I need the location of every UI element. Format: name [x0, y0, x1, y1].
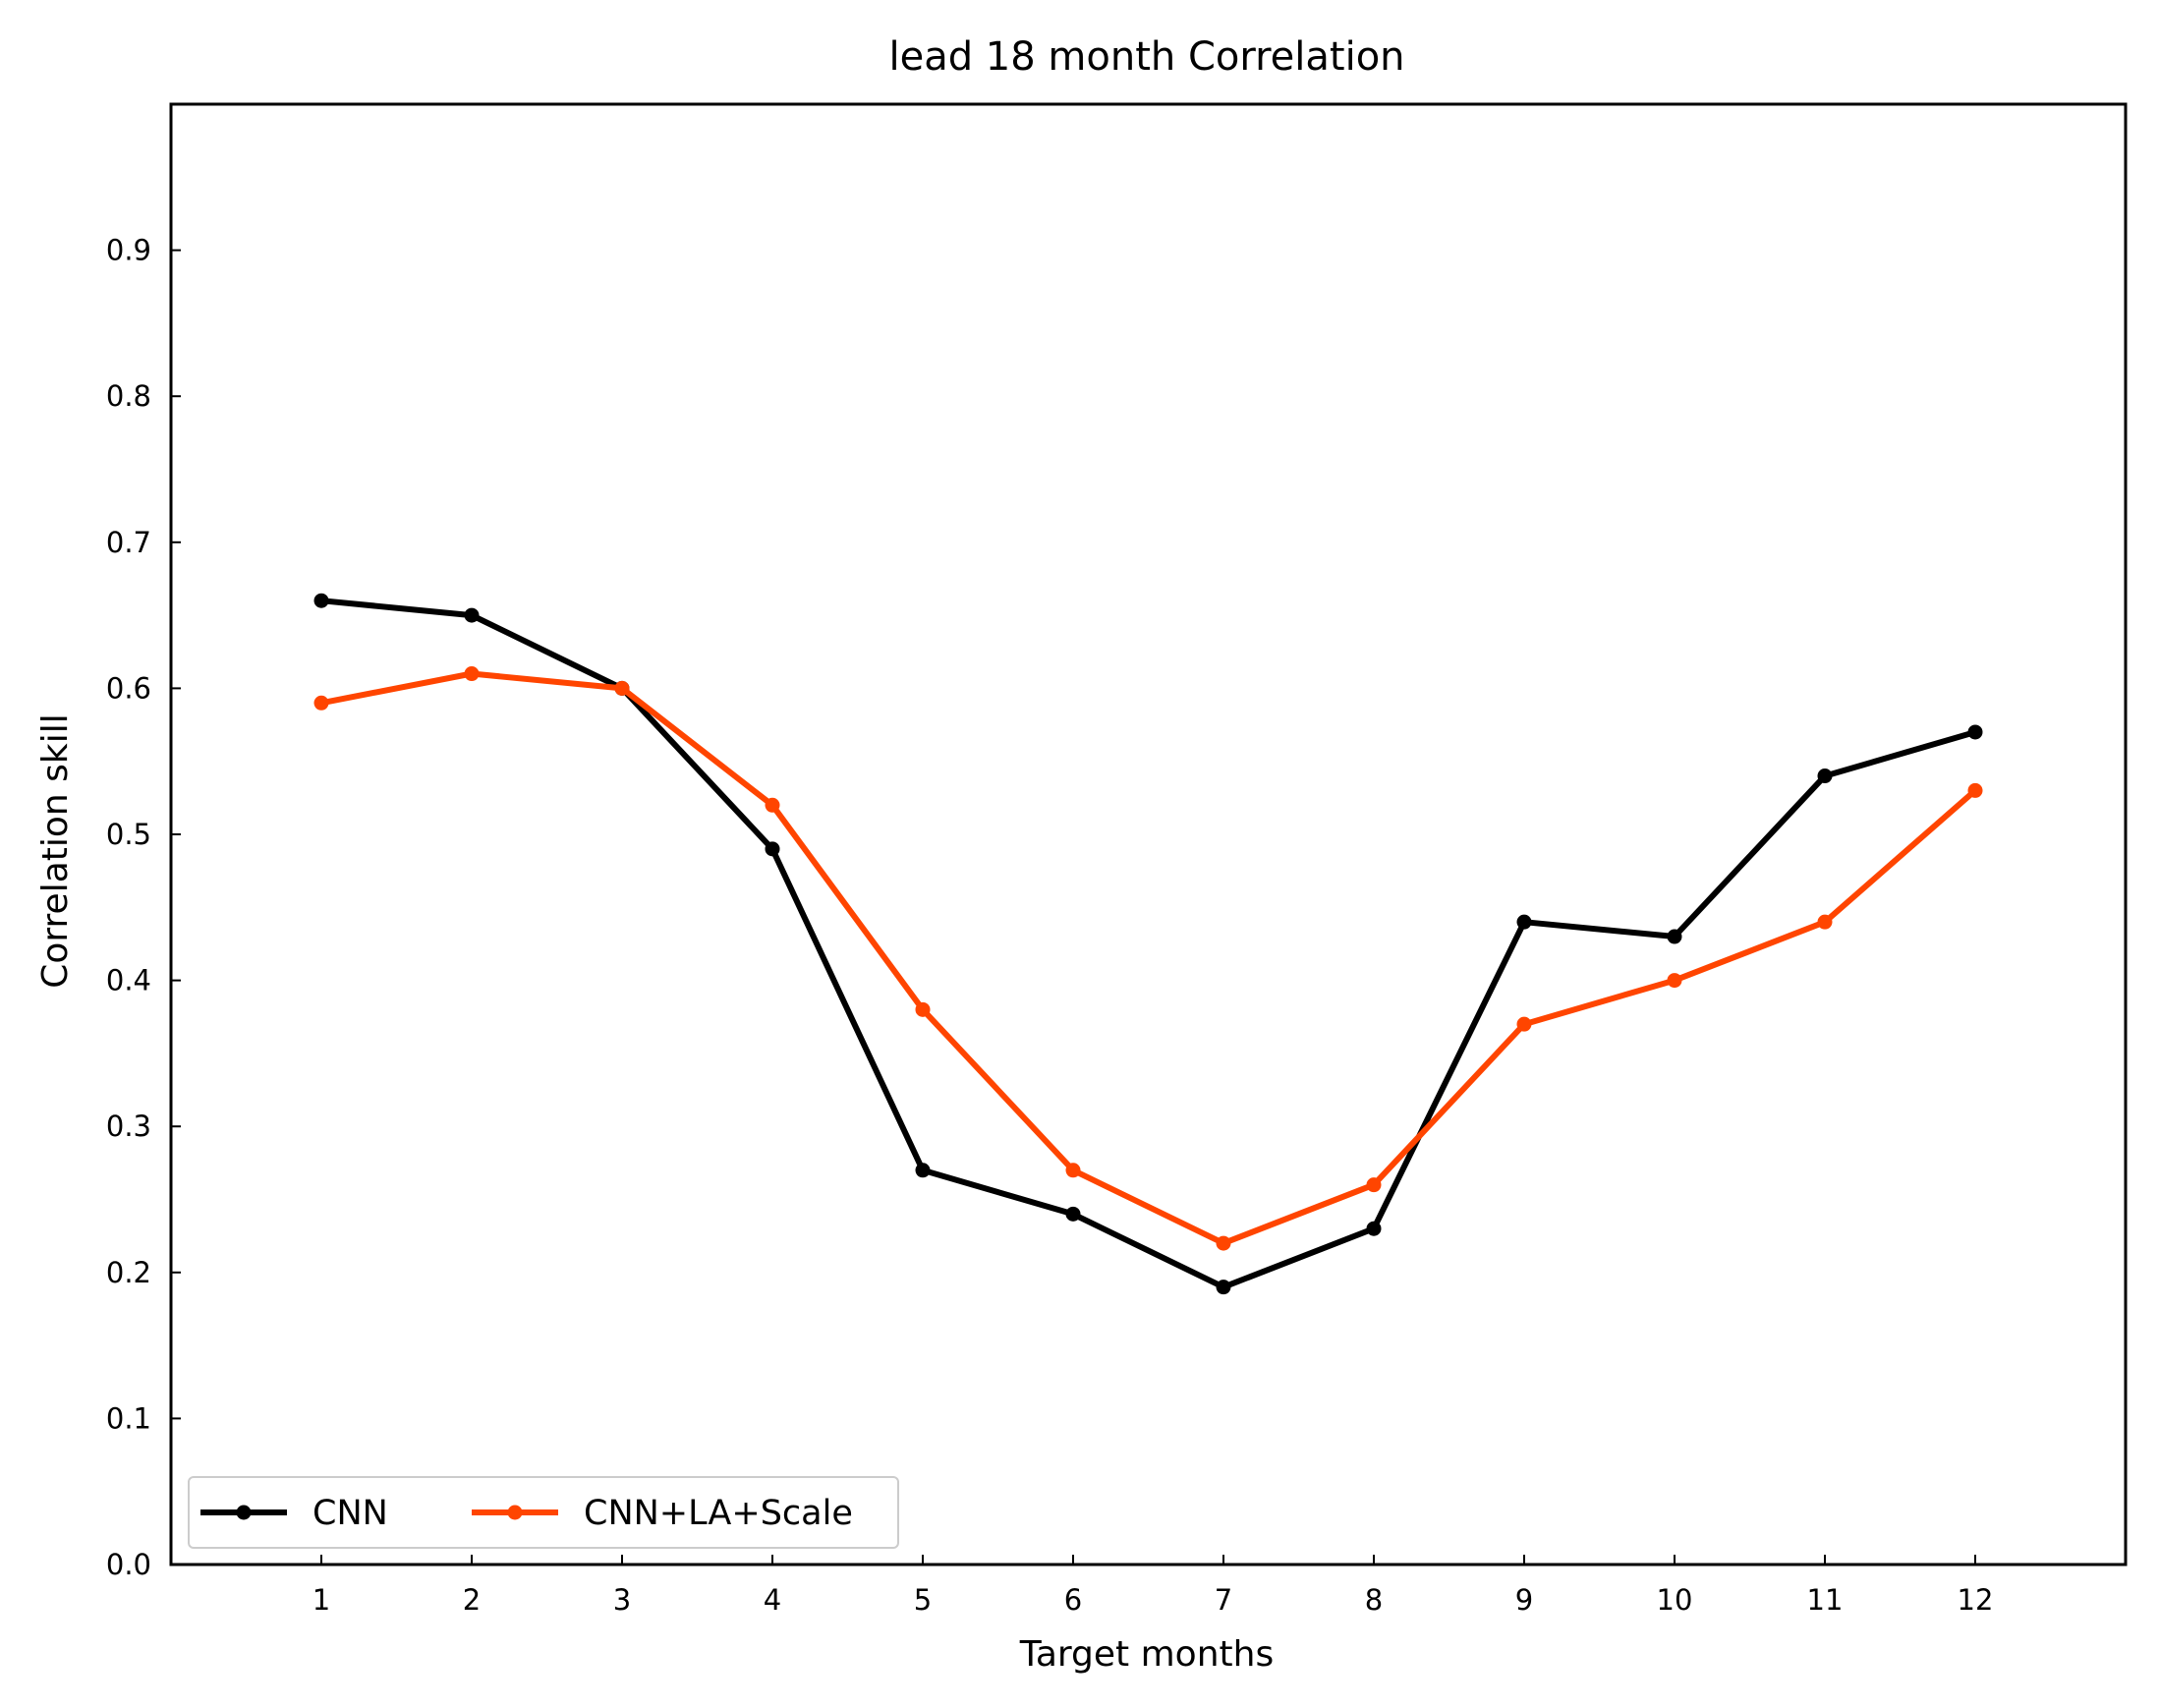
series-1-point: [313, 593, 329, 608]
series-1-point: [915, 1163, 931, 1178]
series-1-point: [464, 607, 480, 623]
x-tick-label: 5: [914, 1583, 932, 1617]
series-1-point: [765, 841, 780, 857]
series-1-point: [1667, 929, 1682, 944]
x-tick-label: 12: [1958, 1583, 1994, 1617]
legend-label-1: CNN: [312, 1494, 388, 1533]
x-tick-label: 1: [312, 1583, 330, 1617]
y-axis-label: Correlation skill: [35, 713, 76, 989]
y-tick-label: 0.8: [106, 379, 151, 413]
series-2-point: [915, 1001, 931, 1017]
series-1-point: [1817, 769, 1833, 784]
series-1-point: [1216, 1280, 1231, 1295]
series-2-point: [313, 695, 329, 711]
legend: CNN CNN+LA+Scale: [188, 1476, 899, 1549]
y-tick-label: 0.3: [106, 1110, 151, 1143]
legend-marker-1: [236, 1505, 252, 1520]
series-2-point: [464, 666, 480, 682]
x-tick-label: 8: [1365, 1583, 1383, 1617]
series-2-point: [1516, 1016, 1532, 1032]
series-2-point: [765, 797, 780, 813]
series-1-point: [1967, 724, 1983, 740]
series-1-point: [1516, 914, 1532, 930]
y-tick-label: 0.9: [106, 234, 151, 267]
legend-marker-2: [507, 1505, 523, 1520]
series-2-point: [1667, 973, 1682, 989]
x-tick-label: 9: [1515, 1583, 1533, 1617]
series-line-1: [318, 598, 1978, 1290]
series-line-2: [318, 670, 1978, 1247]
x-tick-label: 2: [463, 1583, 481, 1617]
y-tick-label: 0.6: [106, 671, 151, 705]
x-tick-label: 3: [613, 1583, 631, 1617]
series-2-point: [1065, 1163, 1081, 1178]
legend-label-2: CNN+LA+Scale: [584, 1494, 853, 1533]
y-tick-label: 0.1: [106, 1401, 151, 1435]
series-2-point: [1366, 1177, 1382, 1193]
x-tick-label: 7: [1215, 1583, 1232, 1617]
x-tick-label: 6: [1064, 1583, 1082, 1617]
y-tick-label: 0.4: [106, 964, 151, 997]
series-1-point: [1366, 1221, 1382, 1236]
series-2-point: [1216, 1235, 1231, 1251]
series-2-point: [614, 680, 630, 696]
series-2-point: [1967, 782, 1983, 798]
x-axis-label: Target months: [1019, 1634, 1274, 1675]
y-tick-label: 0.7: [106, 526, 151, 559]
x-tick-label: 4: [764, 1583, 781, 1617]
x-tick-label: 10: [1657, 1583, 1693, 1617]
y-tick-label: 0.0: [106, 1548, 151, 1581]
plot-area: 1 2 3 4 5 6 7 8 9 10 11 120.00.10.20.30.40.50.60.70…: [106, 102, 2128, 1617]
y-tick-label: 0.5: [106, 818, 151, 851]
y-tick-label: 0.2: [106, 1256, 151, 1289]
series-2-point: [1817, 914, 1833, 930]
chart-title: lead 18 month Correlation: [888, 34, 1404, 80]
x-tick-label: 11: [1807, 1583, 1844, 1617]
series-1-point: [1065, 1206, 1081, 1222]
